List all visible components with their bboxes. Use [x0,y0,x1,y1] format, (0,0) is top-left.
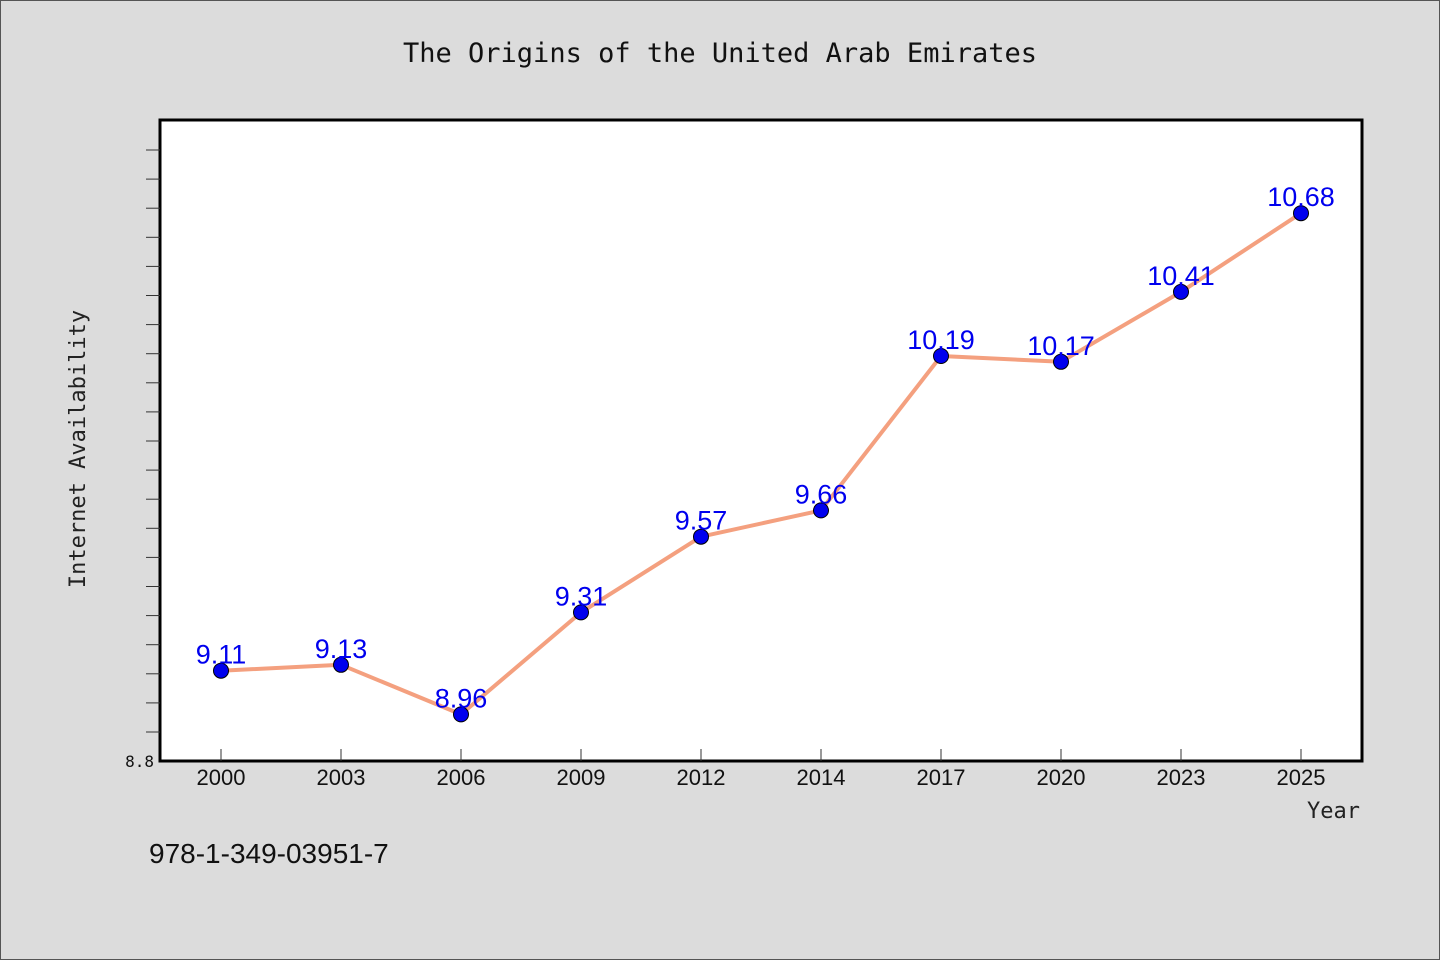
data-labels: 9.11 9.13 8.96 9.31 9.57 9.66 10.19 10.17 10.41 1… [196,182,1335,713]
data-point [1173,283,1189,300]
x-tick-label: 2025 [1277,765,1326,790]
y-tick-label: 8.8 [125,752,154,771]
x-tick-label: 2009 [557,765,606,790]
data-label: 9.11 [196,640,247,670]
x-tick-label: 2003 [317,765,366,790]
data-label: 10.17 [1027,331,1095,361]
data-point [333,656,349,673]
data-point [1293,205,1309,222]
series-line [219,211,1303,717]
data-label: 10.68 [1267,182,1335,212]
data-point [813,502,829,519]
data-point [573,604,589,621]
data-markers [213,205,1309,723]
isbn-text: 978-1-349-03951-7 [149,838,389,869]
data-point [693,528,709,545]
x-tick-label: 2017 [917,765,966,790]
data-point [213,662,229,679]
data-point [1053,353,1069,370]
x-tick-label: 2012 [677,765,726,790]
data-label: 10.41 [1147,261,1215,291]
x-tick-label: 2020 [1037,765,1086,790]
data-label: 9.66 [795,479,848,509]
x-axis-ticks [220,749,1302,761]
data-label: 9.57 [675,506,728,536]
x-tick-labels: 2000 2003 2006 2009 2012 2014 2017 2020 2023 2025 [197,765,1326,790]
x-tick-label: 2014 [797,765,846,790]
y-axis-ticks [146,149,160,733]
data-label: 10.19 [907,325,975,355]
data-point [933,348,949,364]
x-tick-label: 2023 [1157,765,1206,790]
chart-title: The Origins of the United Arab Emirates [403,38,1037,69]
data-label: 9.31 [555,581,608,611]
x-tick-label: 2000 [197,765,246,790]
data-point [453,706,469,723]
series-line-group [219,211,1303,717]
x-tick-label: 2006 [437,765,486,790]
y-axis-label: Internet Availability [66,310,91,588]
x-axis-label: Year [1307,799,1360,824]
data-label: 9.13 [315,634,368,664]
data-label: 8.96 [435,683,488,713]
plot-area [158,118,1364,763]
